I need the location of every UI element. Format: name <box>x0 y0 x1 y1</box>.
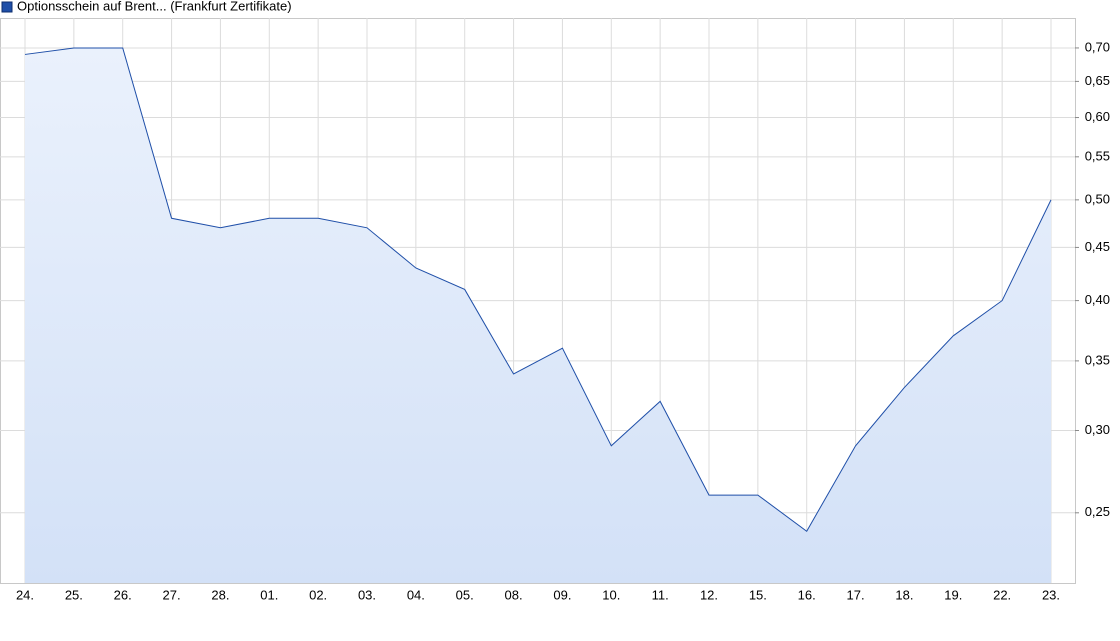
x-tick-label: 15. <box>749 587 767 602</box>
y-tick-label: 0,35 <box>1085 352 1110 367</box>
y-tick-label: 0,45 <box>1085 239 1110 254</box>
x-tick-label: 23. <box>1042 587 1060 602</box>
y-tick-label: 0,70 <box>1085 39 1110 54</box>
x-tick-label: 27. <box>163 587 181 602</box>
area <box>25 47 1051 583</box>
y-tick-label: 0,30 <box>1085 422 1110 437</box>
x-tick-label: 16. <box>798 587 816 602</box>
x-tick-label: 04. <box>407 587 425 602</box>
x-tick-label: 02. <box>309 587 327 602</box>
y-tick-label: 0,50 <box>1085 191 1110 206</box>
x-tick-label: 10. <box>602 587 620 602</box>
x-tick-label: 22. <box>993 587 1011 602</box>
x-tick-label: 17. <box>847 587 865 602</box>
x-tick-label: 03. <box>358 587 376 602</box>
x-tick-label: 26. <box>114 587 132 602</box>
x-tick-label: 11. <box>652 587 669 602</box>
x-tick-label: 05. <box>456 587 474 602</box>
y-tick-label: 0,65 <box>1085 73 1110 88</box>
legend-label: Optionsschein auf Brent... (Frankfurt Ze… <box>17 0 292 13</box>
legend-swatch <box>1 1 13 13</box>
x-tick-label: 28. <box>211 587 229 602</box>
y-tick-label: 0,55 <box>1085 148 1110 163</box>
y-tick-label: 0,40 <box>1085 292 1110 307</box>
x-tick-label: 01. <box>260 587 278 602</box>
line <box>24 47 1052 532</box>
x-tick-label: 08. <box>505 587 523 602</box>
x-tick-label: 18. <box>895 587 913 602</box>
y-tick-label: 0,60 <box>1085 109 1110 124</box>
x-tick-label: 25. <box>65 587 83 602</box>
y-tick-label: 0,25 <box>1085 504 1110 519</box>
x-tick-label: 19. <box>944 587 962 602</box>
x-tick-label: 09. <box>553 587 571 602</box>
x-tick-label: 24. <box>16 587 34 602</box>
x-tick-label: 12. <box>700 587 718 602</box>
